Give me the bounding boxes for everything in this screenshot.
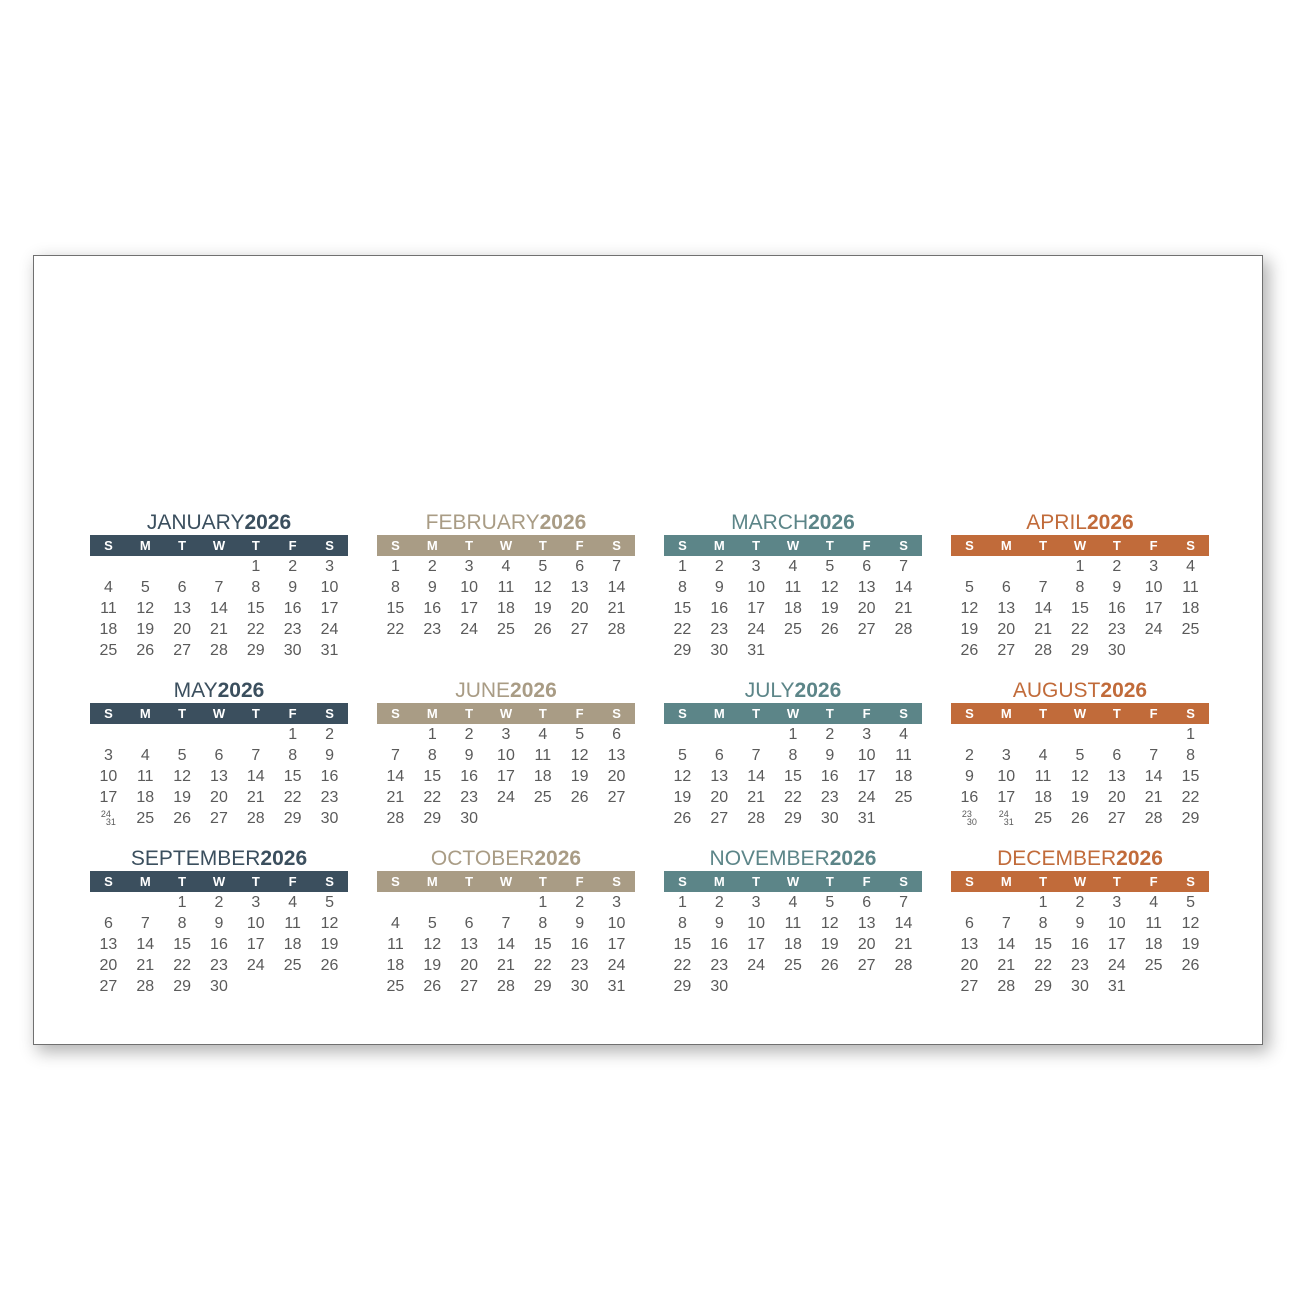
svg-text:APRIL: APRIL bbox=[1026, 514, 1087, 533]
svg-text:2026: 2026 bbox=[795, 682, 842, 701]
svg-text:SEPTEMBER: SEPTEMBER bbox=[131, 850, 261, 869]
svg-text:MARCH: MARCH bbox=[731, 514, 808, 533]
svg-text:2026: 2026 bbox=[808, 514, 855, 533]
svg-text:2026: 2026 bbox=[260, 850, 307, 869]
svg-text:2026: 2026 bbox=[218, 682, 265, 701]
svg-text:2026: 2026 bbox=[830, 850, 877, 869]
svg-text:2026: 2026 bbox=[540, 514, 587, 533]
svg-text:MAY: MAY bbox=[174, 682, 218, 701]
svg-text:2026: 2026 bbox=[510, 682, 557, 701]
svg-text:DECEMBER: DECEMBER bbox=[997, 850, 1116, 869]
svg-text:2026: 2026 bbox=[1087, 514, 1134, 533]
svg-text:NOVEMBER: NOVEMBER bbox=[710, 850, 830, 869]
svg-text:JUNE: JUNE bbox=[455, 682, 510, 701]
svg-text:2026: 2026 bbox=[1100, 682, 1147, 701]
svg-text:JULY: JULY bbox=[745, 682, 795, 701]
svg-text:OCTOBER: OCTOBER bbox=[431, 850, 534, 869]
svg-text:FEBRUARY: FEBRUARY bbox=[426, 514, 540, 533]
svg-text:2026: 2026 bbox=[1116, 850, 1163, 869]
svg-text:AUGUST: AUGUST bbox=[1013, 682, 1101, 701]
svg-text:2026: 2026 bbox=[244, 514, 291, 533]
svg-text:2026: 2026 bbox=[534, 850, 581, 869]
svg-text:JANUARY: JANUARY bbox=[147, 514, 245, 533]
